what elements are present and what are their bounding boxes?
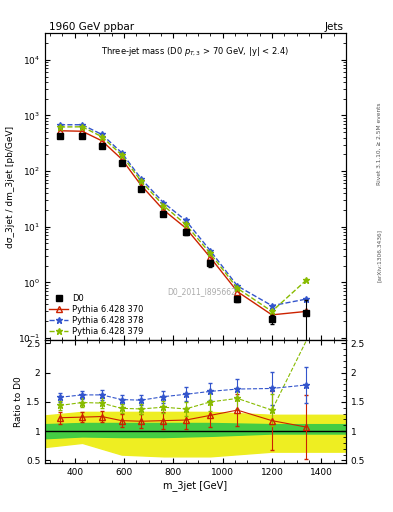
Text: 1960 GeV ppbar: 1960 GeV ppbar [49,22,134,32]
Y-axis label: Ratio to D0: Ratio to D0 [14,376,23,428]
Y-axis label: dσ_3jet / dm_3jet [pb/GeV]: dσ_3jet / dm_3jet [pb/GeV] [6,126,15,248]
Text: [arXiv:1306.3436]: [arXiv:1306.3436] [377,229,382,283]
Legend: D0, Pythia 6.428 370, Pythia 6.428 378, Pythia 6.428 379: D0, Pythia 6.428 370, Pythia 6.428 378, … [48,292,145,338]
Text: Rivet 3.1.10, ≥ 2.5M events: Rivet 3.1.10, ≥ 2.5M events [377,102,382,185]
X-axis label: m_3jet [GeV]: m_3jet [GeV] [163,480,228,491]
Text: D0_2011_I895662: D0_2011_I895662 [167,287,236,296]
Text: Three-jet mass (D0 $p_{T,3}$ > 70 GeV, |y| < 2.4): Three-jet mass (D0 $p_{T,3}$ > 70 GeV, |… [101,46,290,58]
Text: Jets: Jets [325,22,344,32]
